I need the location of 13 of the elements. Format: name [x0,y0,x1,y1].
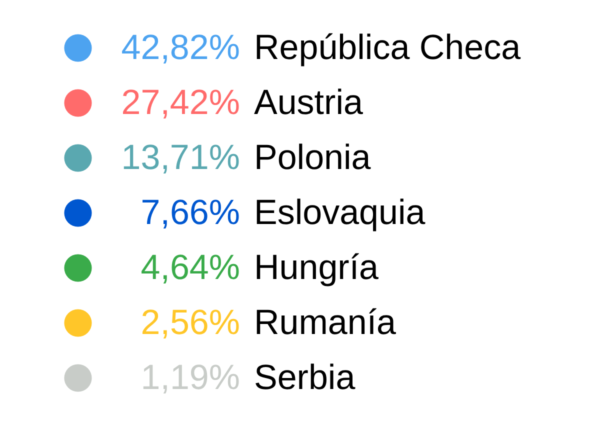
category-label: Polonia [254,138,372,177]
data-label: 13,71% [121,138,240,177]
category-label: Hungría [254,248,380,287]
category-label: Austria [254,83,364,122]
data-label: 2,56% [140,303,240,342]
category-label: Rumanía [254,303,397,342]
category-label: Serbia [254,358,356,397]
data-label: 4,64% [140,248,240,287]
data-label: 27,42% [121,83,240,122]
data-label: 42,82% [121,28,240,67]
data-label: 7,66% [140,193,240,232]
category-label: República Checa [254,28,522,67]
category-label: Eslovaquia [254,193,426,232]
